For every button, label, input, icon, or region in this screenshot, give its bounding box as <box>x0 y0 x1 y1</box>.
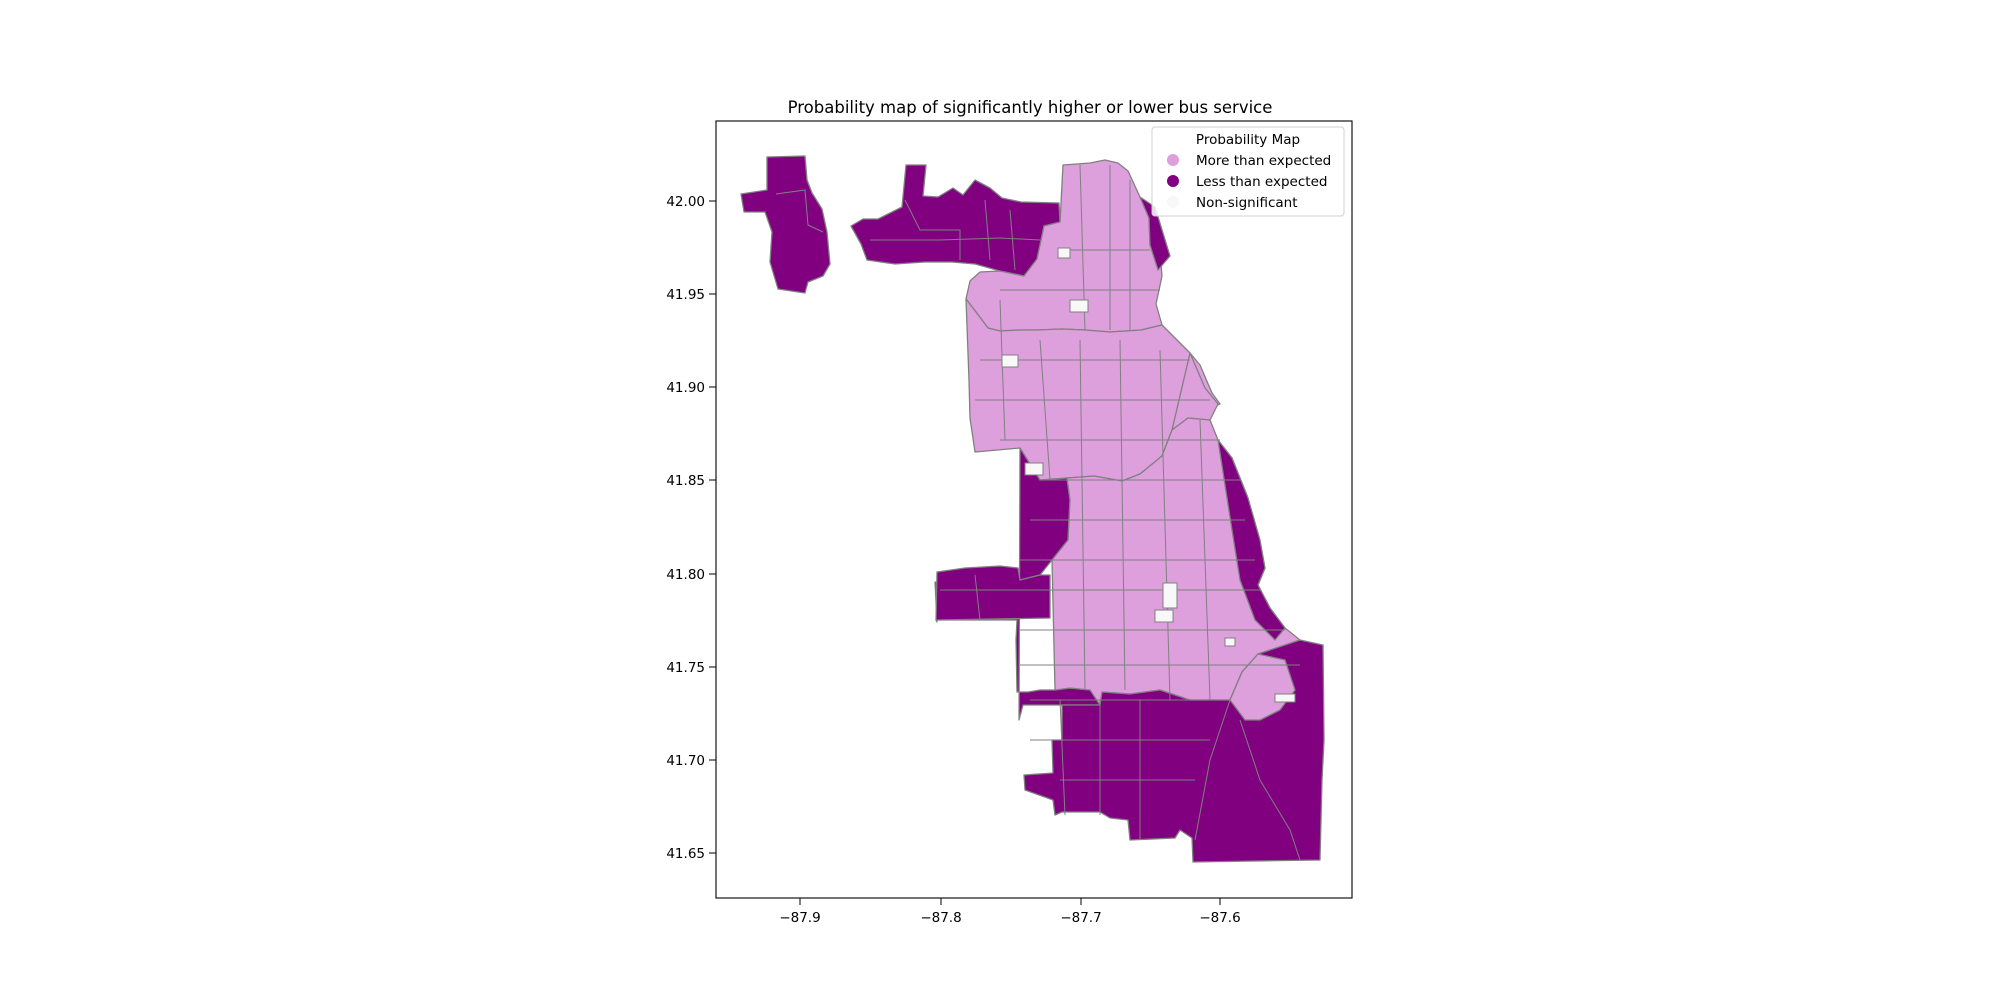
legend-item-less: Less than expected <box>1167 174 1327 190</box>
legend-item-nonsig: Non-significant <box>1167 195 1298 211</box>
region-nonsig <box>1057 247 1071 259</box>
x-tick-label: −87.7 <box>1060 910 1101 926</box>
y-tick-label: 41.85 <box>666 473 705 489</box>
y-tick: 41.65 <box>666 846 716 862</box>
y-tick: 41.80 <box>666 567 716 583</box>
region-nonsig <box>1162 582 1178 609</box>
x-tick-label: −87.9 <box>779 910 820 926</box>
legend-title: Probability Map <box>1196 132 1300 148</box>
legend-item-more: More than expected <box>1167 153 1331 169</box>
y-tick-label: 41.70 <box>666 753 705 769</box>
nonsignificant-tracts <box>1001 247 1296 703</box>
y-axis: 41.65 41.70 41.75 41.80 41.85 41.90 41.9… <box>666 194 716 862</box>
legend-label: Less than expected <box>1196 174 1327 190</box>
y-tick-label: 41.80 <box>666 567 705 583</box>
x-tick: −87.9 <box>779 898 821 926</box>
y-tick-label: 41.95 <box>666 287 705 303</box>
y-tick-label: 41.90 <box>666 380 705 396</box>
x-tick: −87.8 <box>920 898 962 926</box>
axes-frame <box>715 120 1353 899</box>
y-tick-label: 42.00 <box>666 194 705 210</box>
region-nonsig <box>1274 693 1296 703</box>
x-tick: −87.7 <box>1060 898 1102 926</box>
region-far-south-more <box>1229 653 1296 721</box>
y-tick-label: 41.75 <box>666 660 705 676</box>
region-nonsig <box>1154 609 1174 623</box>
region-nonsig <box>1001 354 1019 368</box>
x-tick-label: −87.8 <box>920 910 961 926</box>
y-tick-label: 41.65 <box>666 846 705 862</box>
y-tick: 41.95 <box>666 287 716 303</box>
map-layer <box>740 155 1325 863</box>
y-tick: 41.70 <box>666 753 716 769</box>
x-tick-label: −87.6 <box>1199 910 1240 926</box>
y-tick: 41.85 <box>666 473 716 489</box>
region-northwest <box>850 164 1061 277</box>
legend-label: More than expected <box>1196 153 1331 169</box>
region-nonsig <box>1024 462 1044 476</box>
chart-title: Probability map of significantly higher … <box>788 98 1273 117</box>
region-midway <box>935 565 1051 621</box>
x-tick: −87.6 <box>1199 898 1241 926</box>
tract-lines <box>775 164 1301 861</box>
legend: Probability Map More than expected Less … <box>1151 126 1345 217</box>
region-nonsig <box>1069 299 1089 313</box>
legend-box <box>1151 126 1345 217</box>
legend-marker-more <box>1167 154 1179 166</box>
legend-label: Non-significant <box>1196 195 1298 211</box>
region-nonsig <box>1224 637 1236 647</box>
y-tick: 41.90 <box>666 380 716 396</box>
y-tick: 41.75 <box>666 660 716 676</box>
x-axis: −87.9 −87.8 −87.7 −87.6 <box>779 898 1241 926</box>
region-ohare <box>740 155 831 294</box>
region-southeast-lakefront <box>1217 439 1286 641</box>
legend-marker-nonsig <box>1167 196 1179 208</box>
y-tick: 42.00 <box>666 194 716 210</box>
legend-marker-less <box>1167 175 1179 187</box>
